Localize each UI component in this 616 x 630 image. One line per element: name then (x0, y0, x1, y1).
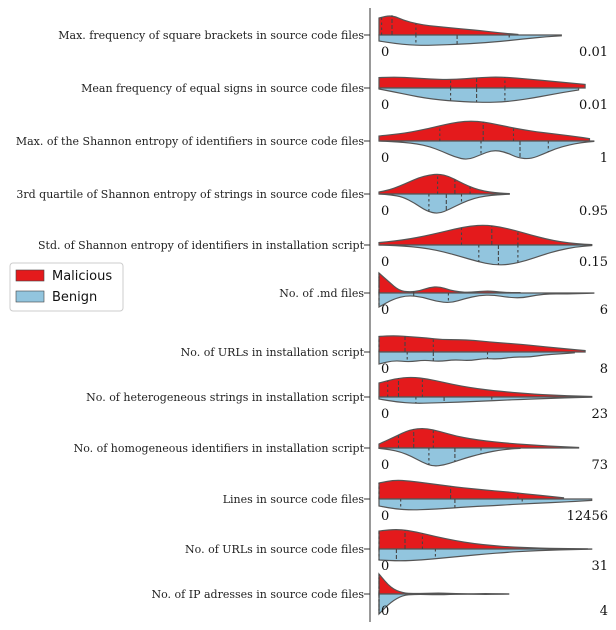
malicious-half-violin (378, 335, 586, 353)
feature-label: Max. of the Shannon entropy of identifie… (16, 135, 365, 148)
range-max-label: 73 (591, 458, 608, 473)
benign-half-violin (378, 548, 593, 562)
violin-row: Mean frequency of equal signs in source … (81, 76, 608, 113)
legend-swatch-malicious (15, 269, 45, 282)
benign-half-violin (378, 292, 595, 309)
malicious-half-violin (378, 529, 588, 550)
range-max-label: 1 (600, 151, 608, 166)
feature-label: Std. of Shannon entropy of identifiers i… (38, 239, 365, 252)
range-min-label: 0 (381, 509, 389, 524)
range-min-label: 0 (381, 303, 389, 318)
feature-label: No. of IP adresses in source code files (151, 588, 364, 601)
violin-row: 3rd quartile of Shannon entropy of strin… (16, 173, 608, 219)
benign-half-violin (378, 351, 575, 365)
benign-half-violin (378, 87, 580, 103)
malicious-half-violin (378, 224, 593, 246)
feature-label: No. of URLs in source code files (185, 543, 364, 556)
benign-half-violin (378, 193, 510, 214)
range-min-label: 0 (381, 151, 389, 166)
feature-label: Lines in source code files (223, 493, 365, 506)
range-min-label: 0 (381, 362, 389, 377)
malicious-half-violin (378, 572, 510, 595)
feature-label: No. of homogeneous identifiers in instal… (74, 442, 365, 455)
range-max-label: 6 (600, 303, 608, 318)
range-max-label: 12456 (567, 509, 608, 524)
malicious-half-violin (378, 173, 510, 195)
range-max-label: 0.95 (579, 204, 608, 219)
violin-row: No. of IP adresses in source code files 0… (151, 572, 608, 619)
legend: Malicious Benign (9, 262, 124, 312)
range-min-label: 0 (381, 98, 389, 113)
range-max-label: 8 (600, 362, 608, 377)
violin-row: No. of heterogeneous strings in installa… (86, 376, 608, 422)
legend-label-benign: Benign (52, 290, 97, 305)
violin-row: No. of homogeneous identifiers in instal… (74, 427, 608, 473)
benign-half-violin (378, 34, 562, 46)
feature-label: No. of URLs in installation script (181, 346, 365, 359)
violin-row: No. of URLs in installation script 0 8 (181, 335, 608, 377)
range-min-label: 0 (381, 204, 389, 219)
feature-label: No. of heterogeneous strings in installa… (86, 391, 364, 404)
malicious-half-violin (378, 120, 591, 142)
malicious-half-violin (378, 427, 580, 449)
malicious-half-violin (378, 76, 586, 89)
range-min-label: 0 (381, 604, 389, 619)
violin-row: Std. of Shannon entropy of identifiers i… (38, 224, 608, 270)
feature-label: Mean frequency of equal signs in source … (81, 82, 364, 95)
malicious-half-violin (378, 376, 593, 398)
range-max-label: 0.01 (579, 98, 608, 113)
benign-half-violin (378, 447, 521, 467)
benign-half-violin (378, 244, 593, 266)
malicious-half-violin (378, 479, 565, 500)
range-min-label: 0 (381, 458, 389, 473)
feature-label: Max. frequency of square brackets in sou… (58, 29, 364, 42)
range-min-label: 0 (381, 407, 389, 422)
benign-half-violin (378, 396, 593, 404)
feature-label: No. of .md files (279, 287, 364, 300)
benign-half-violin (378, 498, 593, 511)
violin-row: No. of .md files 0 6 (279, 271, 608, 318)
range-max-label: 0.15 (579, 255, 608, 270)
legend-label-malicious: Malicious (52, 269, 112, 284)
violin-row: No. of URLs in source code files 0 31 (185, 529, 608, 574)
feature-label: 3rd quartile of Shannon entropy of strin… (16, 188, 364, 201)
benign-half-violin (378, 140, 595, 160)
range-max-label: 0.01 (579, 45, 608, 60)
malicious-half-violin (378, 271, 521, 294)
legend-swatch-benign (15, 290, 45, 303)
range-min-label: 0 (381, 559, 389, 574)
violin-row: Max. frequency of square brackets in sou… (58, 15, 608, 60)
violin-row: Max. of the Shannon entropy of identifie… (16, 120, 608, 166)
range-min-label: 0 (381, 45, 389, 60)
benign-half-violin (378, 593, 510, 616)
violin-row: Lines in source code files 0 12456 (223, 479, 608, 524)
range-min-label: 0 (381, 255, 389, 270)
range-max-label: 31 (591, 559, 608, 574)
malicious-half-violin (378, 15, 519, 36)
range-max-label: 23 (591, 407, 608, 422)
range-max-label: 4 (600, 604, 608, 619)
